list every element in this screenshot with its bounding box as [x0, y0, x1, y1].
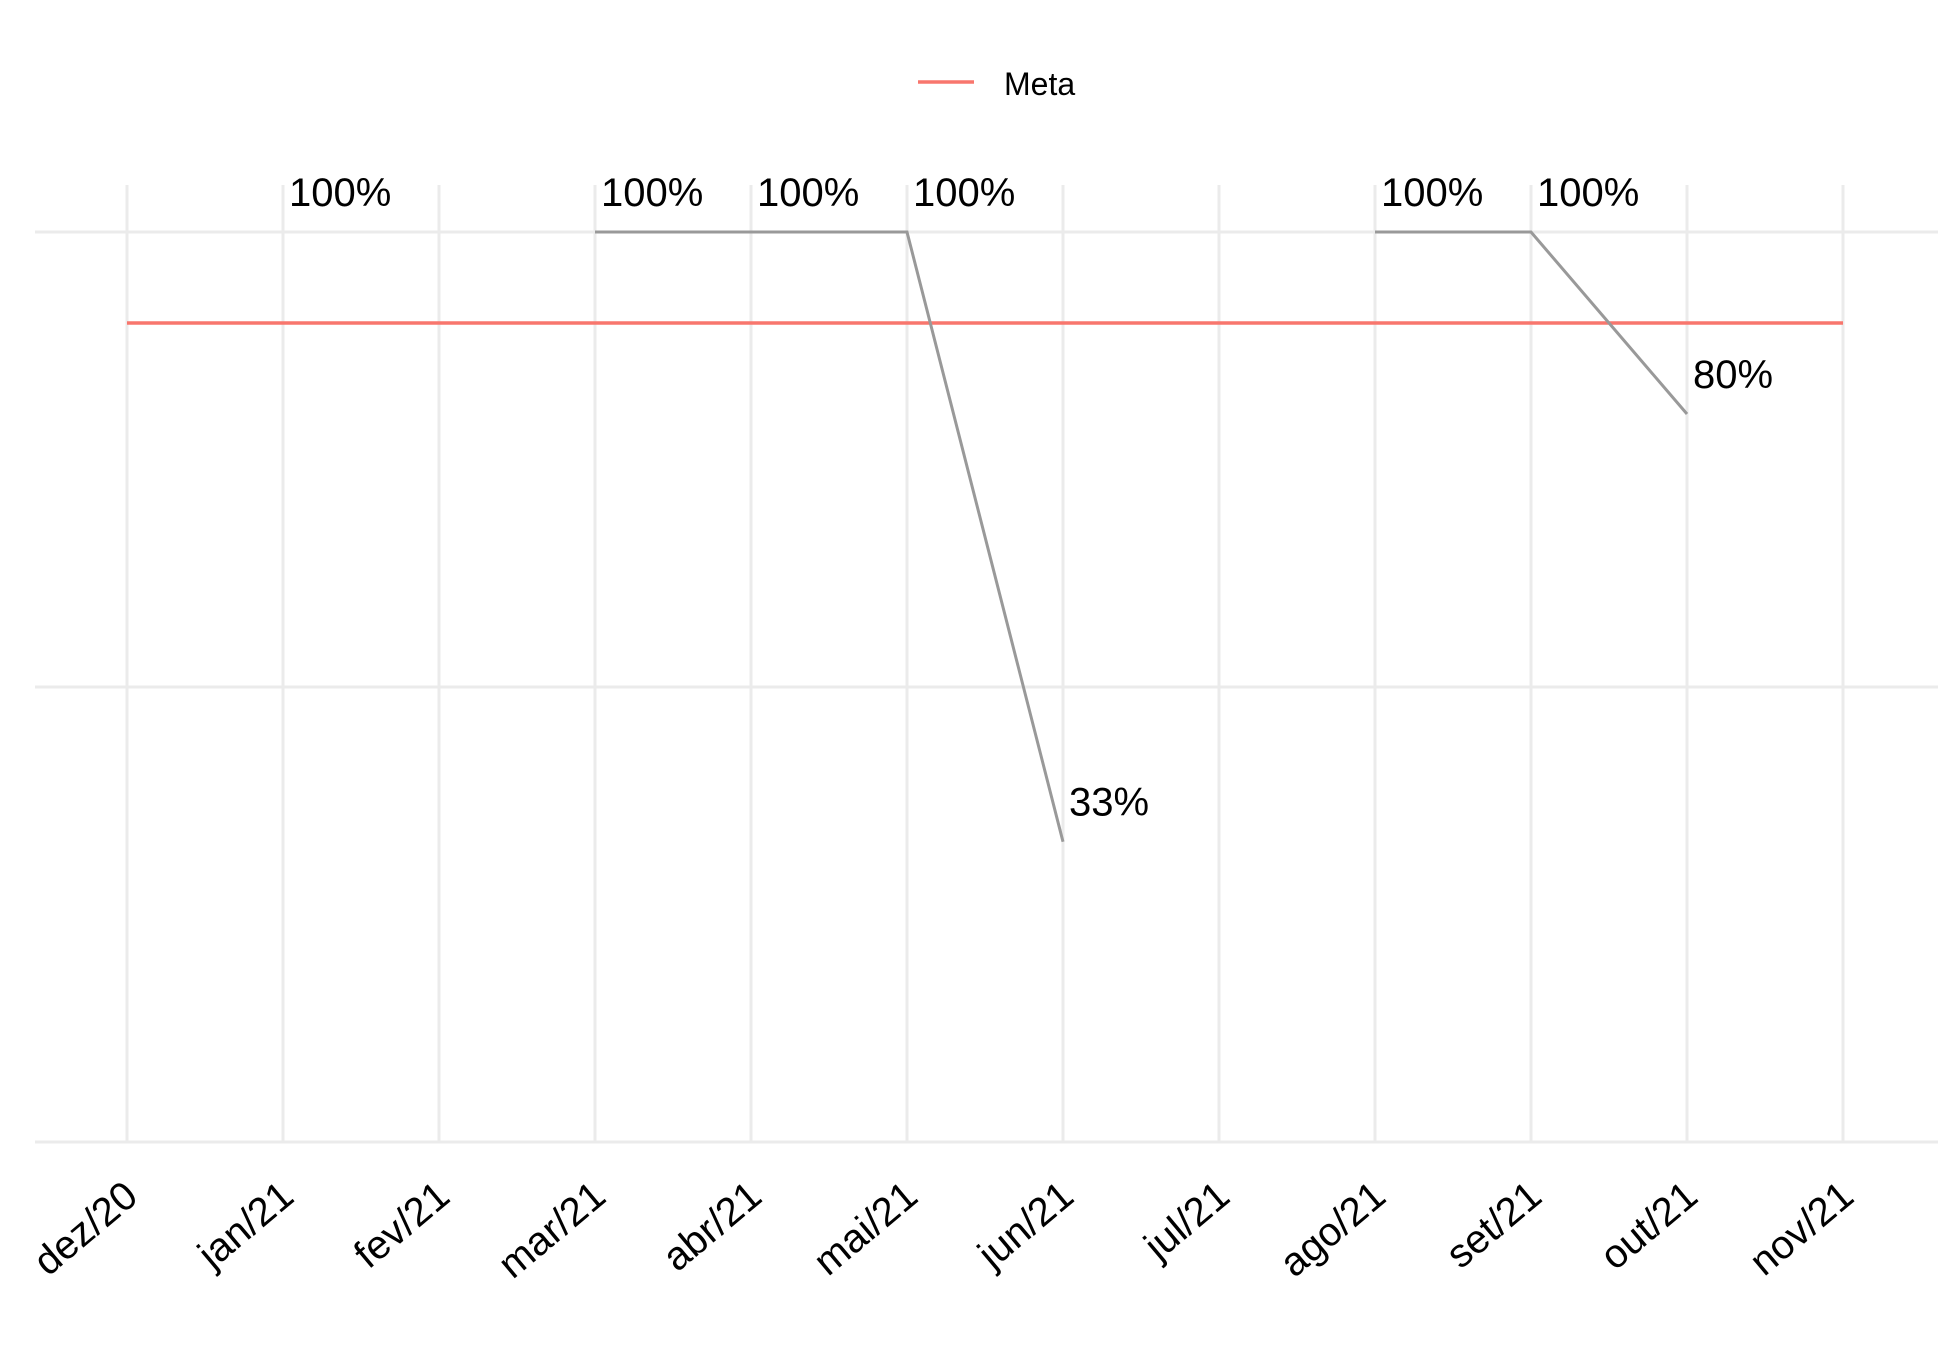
legend-label-meta: Meta: [1004, 66, 1075, 102]
data-label: 100%: [601, 171, 703, 215]
x-tick-label: fev/21: [346, 1173, 458, 1277]
data-label: 33%: [1069, 781, 1149, 825]
data-label: 80%: [1693, 353, 1773, 397]
x-tick-label: jun/21: [969, 1173, 1082, 1277]
data-label: 100%: [289, 171, 391, 215]
data-label: 100%: [1381, 171, 1483, 215]
x-tick-label: ago/21: [1272, 1173, 1394, 1285]
series-line-segment: [1375, 230, 1689, 415]
x-tick-label: mai/21: [806, 1173, 926, 1284]
x-tick-label: nov/21: [1741, 1173, 1861, 1284]
x-tick-label: jul/21: [1135, 1173, 1237, 1269]
x-tick-label: mar/21: [490, 1173, 614, 1287]
data-label: 100%: [757, 171, 859, 215]
x-tick-label: set/21: [1438, 1173, 1550, 1277]
x-axis-ticks: dez/20 jan/21 fev/21 mar/21 abr/21 mai/21 jun/…: [25, 1173, 1861, 1287]
series-line-segment: [595, 230, 1065, 843]
data-label: 100%: [1537, 171, 1639, 215]
x-tick-label: dez/20: [25, 1173, 145, 1284]
grid: [35, 185, 1938, 1144]
x-tick-label: jan/21: [189, 1173, 302, 1277]
data-label: 100%: [913, 171, 1015, 215]
x-tick-label: abr/21: [655, 1173, 770, 1280]
x-tick-label: out/21: [1592, 1173, 1705, 1278]
rate-series: [595, 230, 1689, 843]
data-labels: 100% 100% 100% 100% 33% 100% 100% 80%: [289, 171, 1773, 825]
legend: Meta: [918, 66, 1075, 102]
